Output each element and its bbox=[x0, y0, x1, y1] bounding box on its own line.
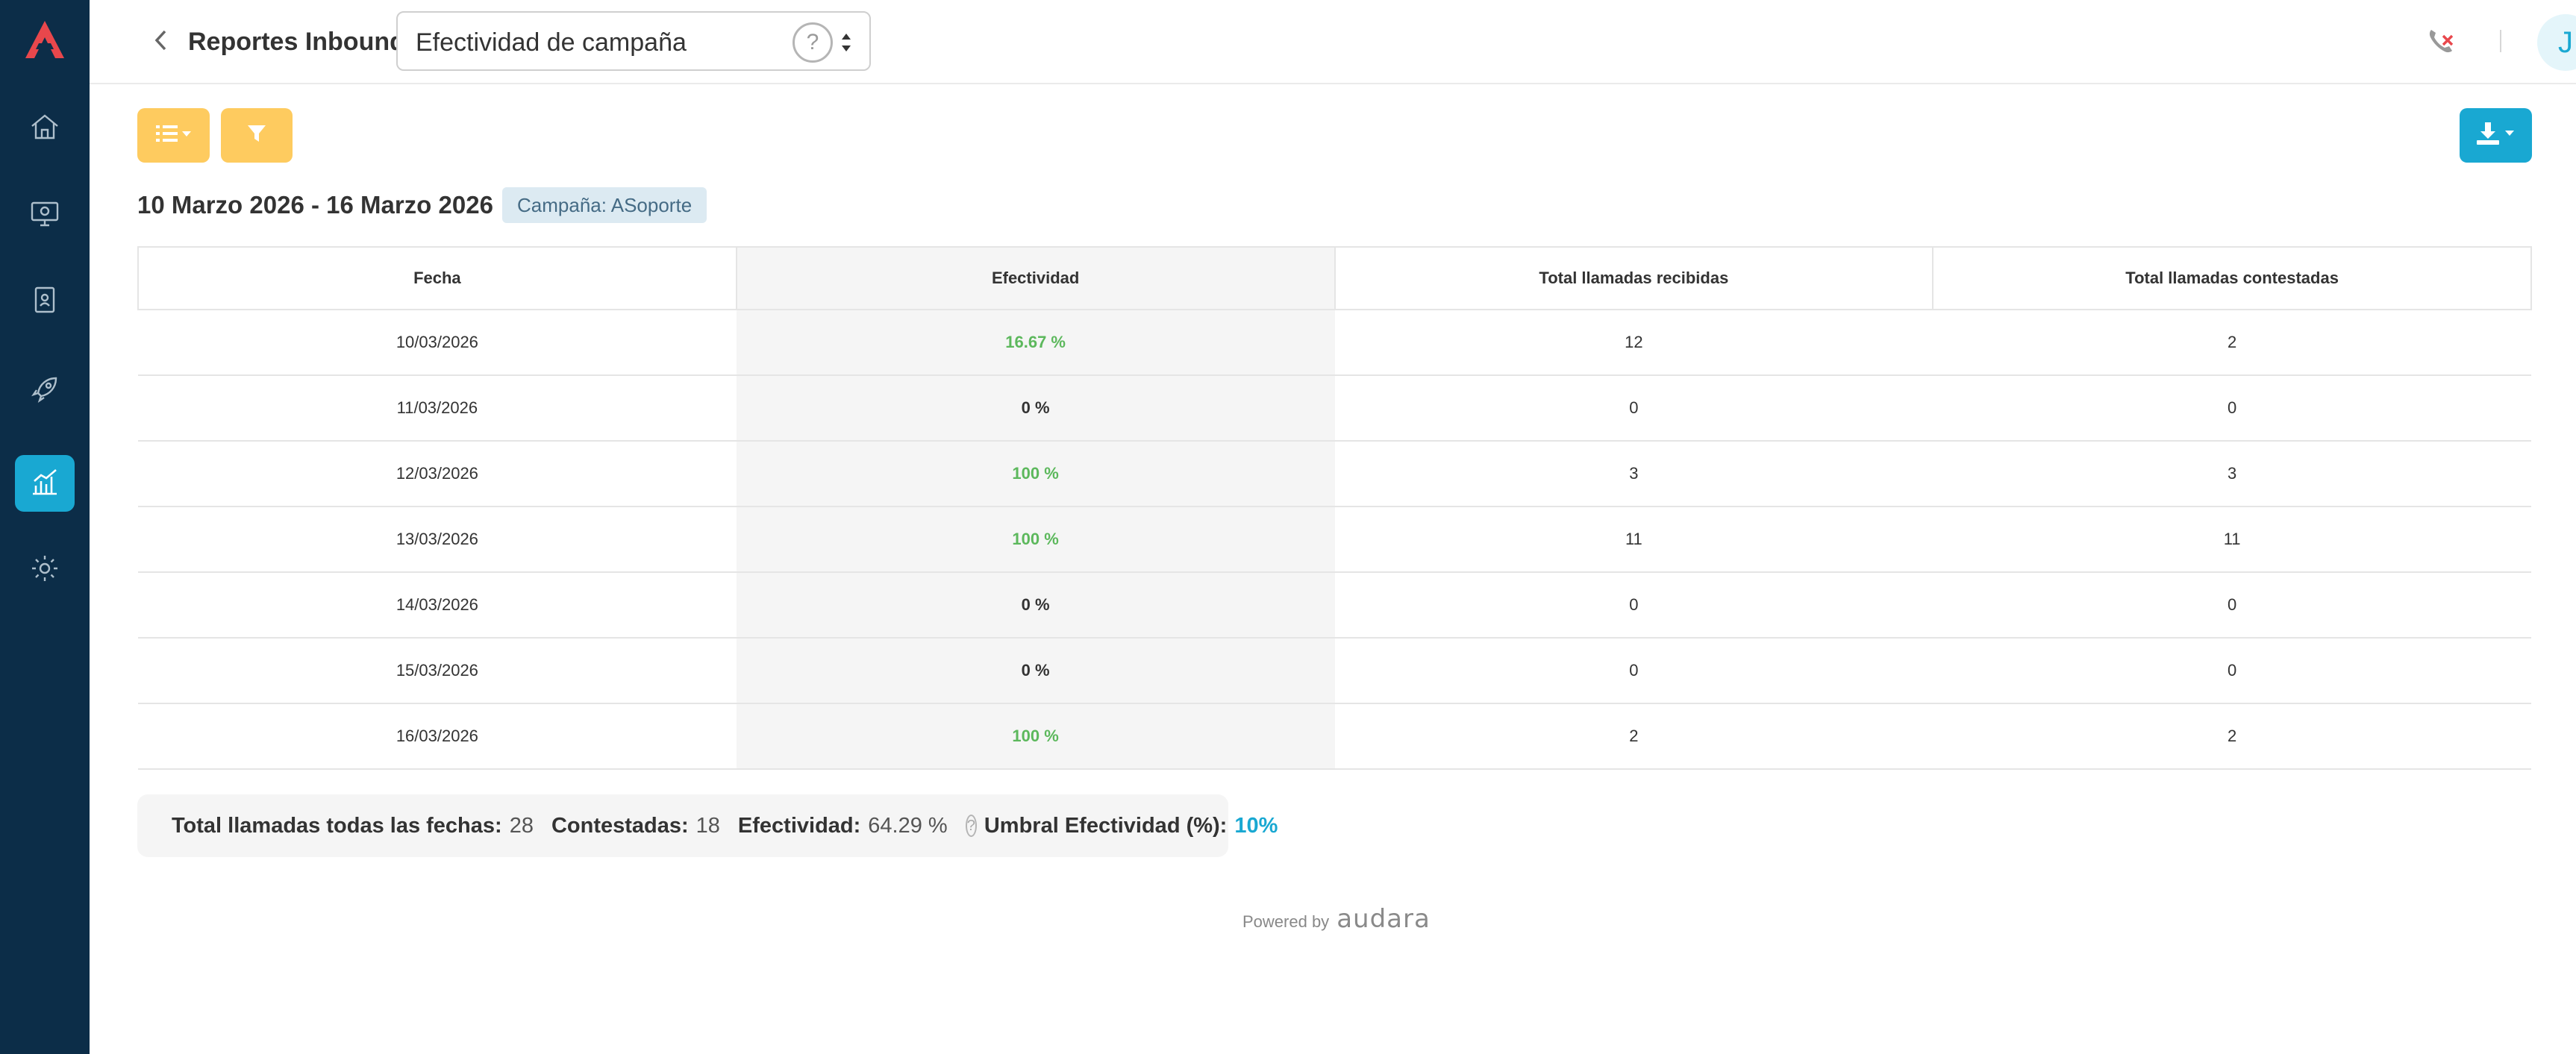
download-button[interactable] bbox=[2460, 108, 2532, 163]
table-row: 12/03/2026 100 % 3 3 bbox=[138, 441, 2531, 507]
top-header: Reportes Inbound: Efectividad de campaña… bbox=[90, 0, 2576, 84]
sidebar-item-monitor[interactable] bbox=[15, 186, 75, 243]
table-row: 14/03/2026 0 % 0 0 bbox=[138, 572, 2531, 639]
table-row: 16/03/2026 100 % 2 2 bbox=[138, 703, 2531, 770]
cell-contestadas: 0 bbox=[1933, 572, 2531, 639]
monitor-icon bbox=[29, 198, 60, 233]
user-avatar[interactable]: J bbox=[2537, 14, 2576, 71]
sidebar bbox=[0, 0, 90, 1054]
filter-button[interactable] bbox=[221, 108, 293, 163]
column-header-efectividad[interactable]: Efectividad bbox=[735, 246, 1336, 310]
columns-menu-button[interactable] bbox=[137, 108, 210, 163]
report-type-select-value: Efectividad de campaña bbox=[416, 28, 687, 57]
home-icon bbox=[29, 111, 60, 146]
cell-efectividad: 0 % bbox=[736, 375, 1335, 442]
section-label: Reportes Inbound: bbox=[188, 28, 414, 56]
audara-brand-logo: audara bbox=[1337, 904, 1431, 934]
cell-contestadas: 11 bbox=[1933, 506, 2531, 573]
powered-by-label: Powered by bbox=[1242, 912, 1330, 931]
summary-total-label: Total llamadas todas las fechas: bbox=[172, 813, 502, 838]
cell-fecha: 12/03/2026 bbox=[138, 441, 737, 507]
chevron-left-icon bbox=[153, 29, 168, 55]
summary-threshold-value: 10% bbox=[1234, 813, 1278, 838]
summary-answered-label: Contestadas: bbox=[551, 813, 689, 838]
cell-contestadas: 2 bbox=[1933, 310, 2531, 376]
threshold-help-icon[interactable]: ? bbox=[965, 815, 977, 837]
cell-contestadas: 2 bbox=[1933, 703, 2531, 770]
cell-fecha: 15/03/2026 bbox=[138, 638, 737, 704]
cell-fecha: 13/03/2026 bbox=[138, 506, 737, 573]
reports-chart-icon bbox=[29, 466, 60, 501]
column-header-contestadas[interactable]: Total llamadas contestadas bbox=[1932, 246, 2532, 310]
cell-efectividad: 100 % bbox=[736, 506, 1335, 573]
table-row: 11/03/2026 0 % 0 0 bbox=[138, 375, 2531, 442]
filter-icon bbox=[246, 123, 267, 148]
table-row: 10/03/2026 16.67 % 12 2 bbox=[138, 310, 2531, 376]
table-header-row: Fecha Efectividad Total llamadas recibid… bbox=[137, 246, 2532, 310]
footer: Powered by audara bbox=[1242, 904, 1431, 934]
sidebar-item-settings[interactable] bbox=[15, 542, 75, 598]
cell-recibidas: 0 bbox=[1334, 638, 1933, 704]
cell-fecha: 10/03/2026 bbox=[138, 310, 737, 376]
sidebar-item-campaigns[interactable] bbox=[15, 363, 75, 419]
summary-answered-value: 18 bbox=[695, 813, 720, 838]
summary-effectiveness-value: 64.29 % bbox=[868, 813, 948, 838]
rocket-icon bbox=[29, 374, 60, 409]
campaign-badge: Campaña: ASoporte bbox=[502, 187, 707, 223]
report-type-select[interactable]: Efectividad de campaña bbox=[396, 11, 871, 71]
cell-efectividad: 100 % bbox=[736, 703, 1335, 770]
header-divider bbox=[2500, 30, 2501, 52]
summary-effectiveness-label: Efectividad: bbox=[737, 813, 861, 838]
cell-recibidas: 12 bbox=[1334, 310, 1933, 376]
cell-recibidas: 3 bbox=[1334, 441, 1933, 507]
cell-efectividad: 16.67 % bbox=[736, 310, 1335, 376]
app-logo[interactable] bbox=[22, 19, 67, 60]
cell-recibidas: 11 bbox=[1334, 506, 1933, 573]
summary-bar: Total llamadas todas las fechas: 28 Cont… bbox=[137, 794, 1278, 857]
cell-contestadas: 3 bbox=[1933, 441, 2531, 507]
sidebar-item-home[interactable] bbox=[15, 100, 75, 157]
cell-fecha: 11/03/2026 bbox=[138, 375, 737, 442]
cell-efectividad: 100 % bbox=[736, 441, 1335, 507]
sidebar-item-contacts[interactable] bbox=[15, 273, 75, 330]
summary-threshold-label: Umbral Efectividad (%): bbox=[984, 813, 1228, 838]
table-row: 13/03/2026 100 % 11 11 bbox=[138, 506, 2531, 573]
cell-efectividad: 0 % bbox=[736, 638, 1335, 704]
cell-efectividad: 0 % bbox=[736, 572, 1335, 639]
sidebar-item-reports[interactable] bbox=[15, 455, 75, 512]
phone-disconnected-icon[interactable] bbox=[2425, 25, 2457, 57]
settings-gear-icon bbox=[29, 553, 60, 588]
contacts-book-icon bbox=[29, 284, 60, 319]
column-header-recibidas[interactable]: Total llamadas recibidas bbox=[1334, 246, 1934, 310]
cell-contestadas: 0 bbox=[1933, 375, 2531, 442]
select-arrows-icon bbox=[840, 29, 853, 56]
effectiveness-table: Fecha Efectividad Total llamadas recibid… bbox=[137, 246, 2532, 770]
summary-total-value: 28 bbox=[509, 813, 534, 838]
back-button[interactable] bbox=[149, 27, 172, 57]
date-range-label: 10 Marzo 2026 - 16 Marzo 2026 bbox=[137, 191, 493, 219]
help-button[interactable]: ? bbox=[793, 22, 833, 63]
list-icon bbox=[154, 122, 193, 148]
cell-recibidas: 0 bbox=[1334, 375, 1933, 442]
download-icon bbox=[2475, 121, 2517, 150]
cell-contestadas: 0 bbox=[1933, 638, 2531, 704]
cell-fecha: 14/03/2026 bbox=[138, 572, 737, 639]
column-header-fecha[interactable]: Fecha bbox=[137, 246, 737, 310]
cell-recibidas: 0 bbox=[1334, 572, 1933, 639]
table-row: 15/03/2026 0 % 0 0 bbox=[138, 638, 2531, 704]
cell-fecha: 16/03/2026 bbox=[138, 703, 737, 770]
cell-recibidas: 2 bbox=[1334, 703, 1933, 770]
